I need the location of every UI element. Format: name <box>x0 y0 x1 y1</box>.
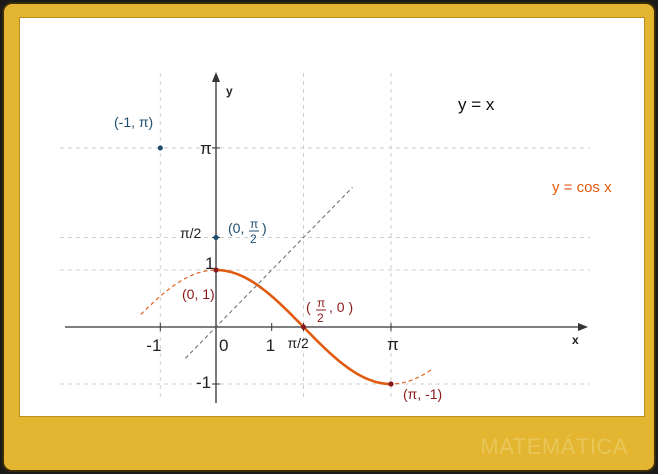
series-label-cosine: y = cos x <box>552 179 612 196</box>
point-label: (π, -1) <box>403 386 442 402</box>
x-tick-label: 1 <box>266 336 275 355</box>
point-label-numerator: π <box>317 296 325 310</box>
y-tick-label: π/2 <box>180 225 202 241</box>
point-label-prefix: ( <box>306 299 311 315</box>
y-axis-label: y <box>226 84 233 98</box>
data-point <box>388 381 394 387</box>
point-label: (-1, π) <box>114 114 153 130</box>
x-tick-label: -1 <box>146 336 161 355</box>
point-label-denominator: 2 <box>317 311 324 325</box>
data-point <box>300 324 307 330</box>
function-plot: xy-1 0 1 π/2 π-11π/2πy = xy = cos x(-1, π)(0… <box>60 72 612 403</box>
series-line-identity <box>185 186 353 359</box>
watermark: MATEMÁTICA <box>480 434 628 459</box>
point-label-prefix: (0, <box>228 220 244 236</box>
y-axis-arrow <box>212 72 220 82</box>
point-label: (0, 1) <box>182 286 215 302</box>
point-label-suffix: ) <box>262 220 267 236</box>
y-tick-label: 1 <box>205 254 214 273</box>
data-point <box>213 234 219 241</box>
point-label-suffix: , 0 ) <box>329 299 353 315</box>
x-axis-label: x <box>572 333 579 347</box>
x-tick-label: π <box>387 335 399 354</box>
data-point <box>213 267 219 273</box>
point-label-numerator: π <box>250 217 258 231</box>
y-tick-label: π <box>200 139 212 158</box>
y-tick-label: -1 <box>196 373 211 392</box>
point-label-denominator: 2 <box>250 232 257 246</box>
x-tick-label: 0 <box>219 336 228 355</box>
x-axis-arrow <box>578 323 588 331</box>
data-point <box>157 145 163 151</box>
series-label-identity: y = x <box>458 95 495 114</box>
x-tick-label: π/2 <box>287 335 309 351</box>
